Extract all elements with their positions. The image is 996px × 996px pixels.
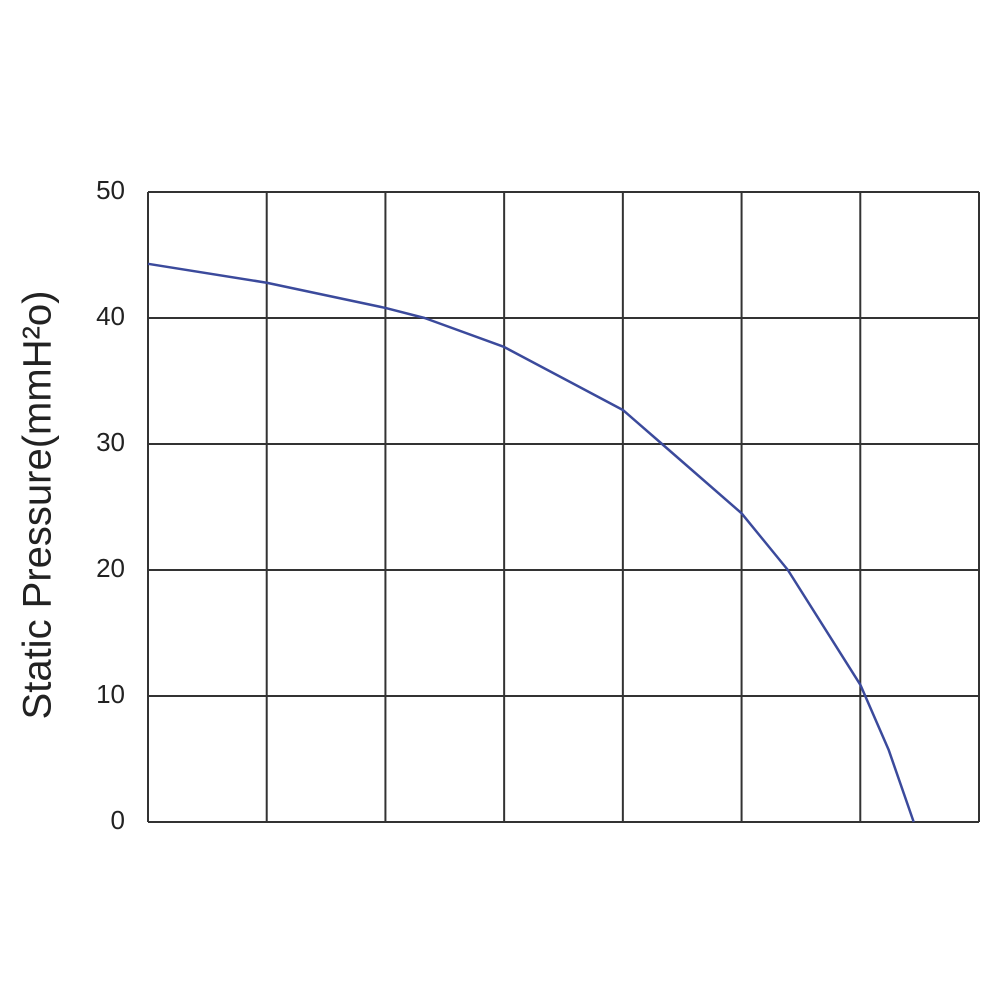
- y-tick-label: 50: [96, 175, 125, 205]
- y-tick-label: 30: [96, 427, 125, 457]
- data-line: [147, 262, 915, 823]
- y-tick-label: 0: [111, 805, 125, 835]
- y-tick-label: 10: [96, 679, 125, 709]
- y-tick-label: 20: [96, 553, 125, 583]
- y-tick-label: 40: [96, 301, 125, 331]
- y-axis-title: Static Pressure(mmH²o): [16, 291, 60, 720]
